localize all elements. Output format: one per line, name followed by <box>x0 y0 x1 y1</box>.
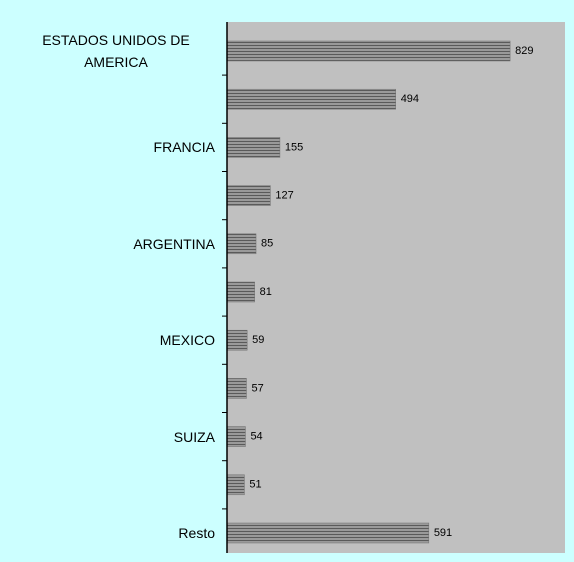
value-label: 57 <box>251 382 263 394</box>
value-label: 51 <box>249 479 261 491</box>
value-label: 829 <box>515 45 533 57</box>
value-label: 85 <box>261 238 273 250</box>
bar <box>226 233 257 255</box>
y-tick-label: MEXICO <box>15 329 215 351</box>
category-text: MEXICO <box>159 332 215 349</box>
y-tick-label: FRANCIA <box>15 136 215 158</box>
bar <box>226 88 396 110</box>
value-label: 494 <box>401 93 419 105</box>
category-text: Resto <box>178 525 215 541</box>
category-text: ARGENTINA <box>133 235 215 252</box>
bar <box>226 281 255 303</box>
plot-area <box>227 22 565 553</box>
y-tick-label: Resto <box>15 522 215 544</box>
y-tick-label: SUIZA <box>15 426 215 448</box>
bar <box>226 185 271 206</box>
bar <box>226 426 246 447</box>
y-tick-label: ARGENTINA <box>15 233 215 255</box>
y-tick-label: ESTADOS UNIDOS DE AMERICA <box>15 29 215 73</box>
value-label: 591 <box>434 527 452 539</box>
bar <box>226 40 511 62</box>
category-text: SUIZA <box>173 428 215 445</box>
category-text: ESTADOS UNIDOS DE AMERICA <box>42 32 190 70</box>
value-label: 59 <box>252 334 264 346</box>
value-label: 81 <box>260 286 272 298</box>
category-text: FRANCIA <box>153 139 215 156</box>
value-label: 155 <box>285 141 303 153</box>
bar <box>226 378 247 399</box>
value-label: 127 <box>275 190 293 202</box>
bar <box>226 137 281 158</box>
bar <box>226 474 245 496</box>
bar <box>226 329 248 351</box>
bar <box>226 522 430 544</box>
value-label: 54 <box>250 431 262 443</box>
